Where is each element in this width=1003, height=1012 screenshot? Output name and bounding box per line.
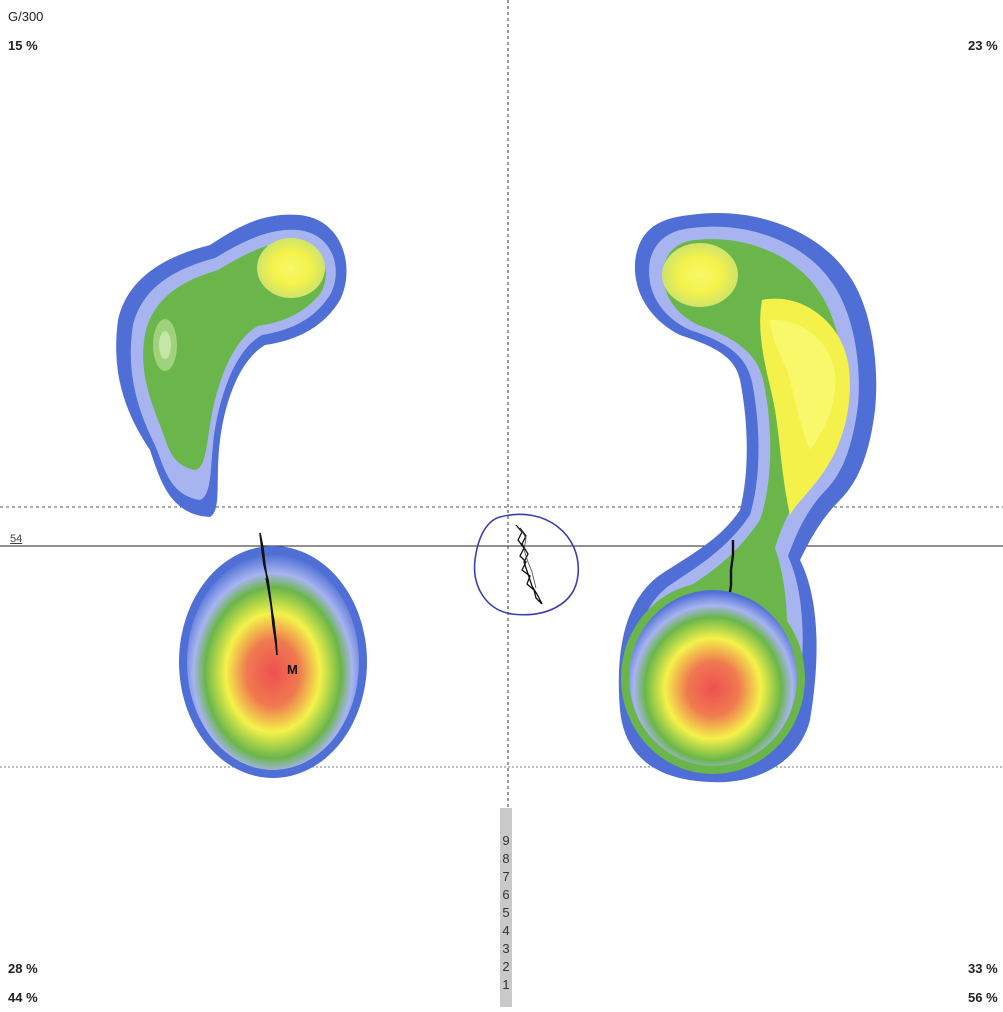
scale-tick: 8 [502, 851, 510, 866]
bottom-right-upper-percent: 33 % [968, 961, 998, 976]
bottom-left-upper-percent: 28 % [8, 961, 38, 976]
right-pressure-trace [728, 540, 735, 593]
scale-code-label: G/300 [8, 9, 44, 24]
center-of-pressure-trace [473, 513, 579, 616]
left-heel [179, 546, 367, 778]
top-right-percent: 23 % [968, 38, 998, 53]
scale-tick: 6 [502, 887, 510, 902]
scale-tick: 4 [502, 923, 510, 938]
bottom-left-lower-percent: 44 % [8, 990, 38, 1005]
heel-marker: M [287, 662, 298, 677]
scale-tick: 7 [502, 869, 510, 884]
scale-tick: 2 [502, 959, 510, 974]
reference-line-value: 54 [10, 533, 23, 545]
left-forefoot [116, 214, 347, 517]
scale-bar [500, 808, 512, 1007]
scale-tick: 3 [502, 941, 510, 956]
right-foot [618, 213, 877, 783]
scale-tick: 9 [502, 833, 510, 848]
left-pressure-trace [259, 532, 278, 656]
scale-tick: 1 [502, 977, 510, 992]
top-left-percent: 15 % [8, 38, 38, 53]
bottom-right-lower-percent: 56 % [968, 990, 998, 1005]
scale-tick: 5 [502, 905, 510, 920]
trace-ring [473, 513, 579, 616]
